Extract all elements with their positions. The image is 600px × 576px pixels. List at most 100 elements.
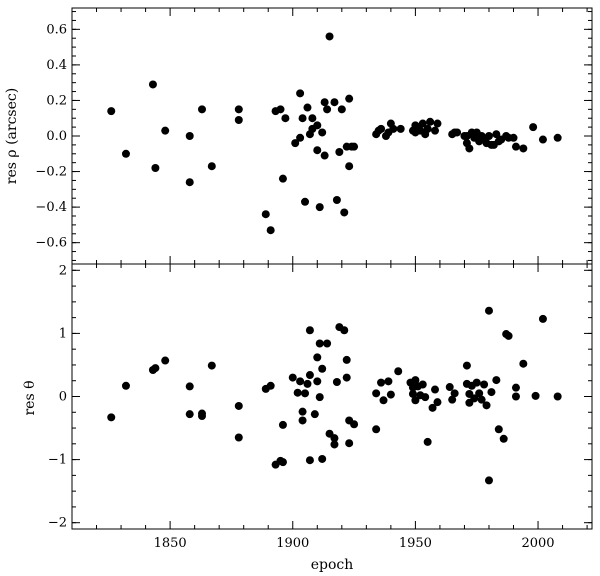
rho-data-point xyxy=(511,142,520,151)
rho-data-point xyxy=(266,226,275,235)
rho-y-axis-label: res ρ (arcsec) xyxy=(4,88,20,184)
rho-data-point xyxy=(301,197,310,206)
theta-data-point xyxy=(288,373,297,382)
theta-data-point xyxy=(121,381,130,390)
rho-residual-panel: −0.6 −0.4 −0.2 0.0 0.2 0.4 0.6 res ρ (arcsec) xyxy=(4,7,593,265)
theta-data-point xyxy=(305,326,314,335)
theta-data-point xyxy=(472,378,481,387)
rho-y-tick-labels: −0.6 −0.4 −0.2 0.0 0.2 0.4 0.6 xyxy=(35,22,67,250)
rho-data-point xyxy=(161,126,170,135)
theta-data-point xyxy=(408,389,417,398)
theta-data-point xyxy=(411,396,420,405)
rho-data-point xyxy=(303,103,312,112)
theta-data-point xyxy=(418,380,427,389)
rho-residual-points xyxy=(107,32,562,235)
theta-data-point xyxy=(511,392,520,401)
theta-data-point xyxy=(342,355,351,364)
theta-data-point xyxy=(350,420,359,429)
rho-data-point xyxy=(340,208,349,217)
rho-data-point xyxy=(291,139,300,148)
theta-data-point xyxy=(386,390,395,399)
theta-data-point xyxy=(511,383,520,392)
rho-data-point xyxy=(330,98,339,107)
theta-data-point xyxy=(298,407,307,416)
theta-data-point xyxy=(499,434,508,443)
rho-data-point xyxy=(431,126,440,135)
rho-data-point xyxy=(148,80,157,89)
rho-data-point xyxy=(509,133,518,142)
theta-data-point xyxy=(519,359,528,368)
theta-data-point xyxy=(433,398,442,407)
theta-data-point xyxy=(480,380,489,389)
theta-data-point xyxy=(484,476,493,485)
theta-y-tick-label: 1 xyxy=(59,326,67,341)
rho-data-point xyxy=(315,203,324,212)
rho-data-point xyxy=(121,149,130,158)
theta-data-point xyxy=(185,382,194,391)
theta-data-point xyxy=(377,378,386,387)
rho-data-point xyxy=(529,123,538,132)
rho-data-point xyxy=(433,119,442,128)
theta-data-point xyxy=(318,364,327,373)
rho-data-point xyxy=(320,151,329,160)
rho-data-point xyxy=(418,119,427,128)
rho-data-point xyxy=(313,121,322,130)
rho-data-point xyxy=(296,89,305,98)
theta-data-point xyxy=(313,377,322,386)
rho-data-point xyxy=(107,107,116,116)
rho-data-point xyxy=(396,124,405,133)
theta-data-point xyxy=(234,433,243,442)
theta-data-point xyxy=(185,410,194,419)
theta-data-point xyxy=(266,381,275,390)
rho-y-tick-label: 0.0 xyxy=(46,129,67,144)
theta-data-point xyxy=(305,371,314,380)
theta-data-point xyxy=(492,376,501,385)
theta-data-point xyxy=(345,439,354,448)
rho-data-point xyxy=(185,178,194,187)
theta-data-point xyxy=(494,425,503,434)
rho-data-point xyxy=(389,124,398,133)
theta-y-tick-label: −1 xyxy=(48,453,67,468)
theta-data-point xyxy=(342,373,351,382)
epoch-x-tick-label: 2000 xyxy=(521,536,554,551)
theta-y-tick-label: 2 xyxy=(59,263,67,278)
rho-data-point xyxy=(337,105,346,114)
theta-panel-ticks xyxy=(72,264,592,529)
rho-data-point xyxy=(207,162,216,171)
theta-data-point xyxy=(482,401,491,410)
theta-data-point xyxy=(315,339,324,348)
rho-data-point xyxy=(492,130,501,139)
theta-data-point xyxy=(421,393,430,402)
theta-data-point xyxy=(207,361,216,370)
rho-data-point xyxy=(308,114,317,123)
theta-data-point xyxy=(531,391,540,400)
theta-data-point xyxy=(161,356,170,365)
rho-data-point xyxy=(151,164,160,172)
rho-data-point xyxy=(325,32,334,41)
theta-data-point xyxy=(384,377,393,386)
theta-data-point xyxy=(475,389,484,398)
theta-data-point xyxy=(428,403,437,412)
rho-data-point xyxy=(198,105,206,114)
rho-y-tick-label: 0.6 xyxy=(46,22,67,37)
rho-data-point xyxy=(465,144,474,153)
rho-data-point xyxy=(261,210,270,219)
rho-data-point xyxy=(553,133,562,142)
theta-data-point xyxy=(107,413,116,422)
rho-data-point xyxy=(234,116,243,124)
theta-data-point xyxy=(431,385,440,394)
epoch-x-tick-label: 1900 xyxy=(276,536,309,551)
rho-data-point xyxy=(313,146,322,155)
theta-data-point xyxy=(538,314,547,323)
theta-data-point xyxy=(315,393,324,402)
rho-data-point xyxy=(323,105,332,114)
theta-data-point xyxy=(198,412,206,421)
rho-data-point xyxy=(332,196,341,204)
theta-data-point xyxy=(310,410,319,419)
rho-data-point xyxy=(234,105,243,114)
theta-data-point xyxy=(296,377,305,386)
theta-data-point xyxy=(484,306,493,315)
rho-data-point xyxy=(484,132,493,140)
theta-residual-points xyxy=(107,306,562,485)
